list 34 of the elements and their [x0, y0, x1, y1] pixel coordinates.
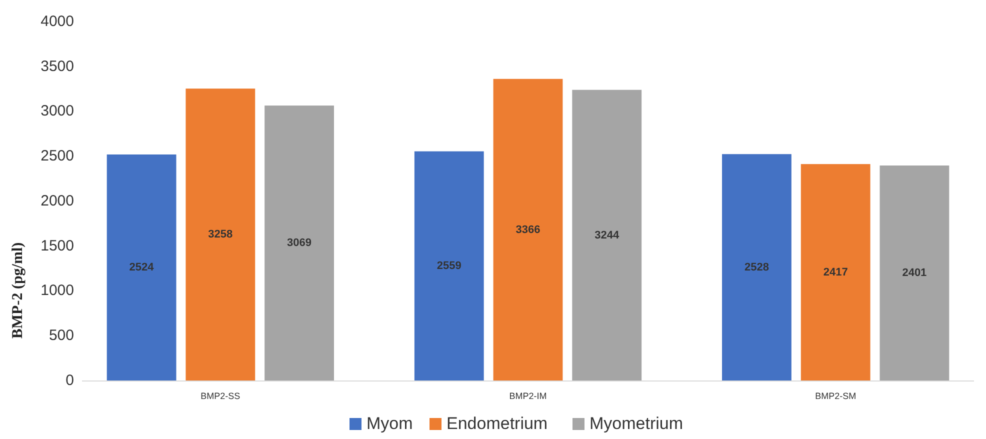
x-tick-label: BMP2-IM — [509, 391, 547, 401]
bar — [493, 78, 563, 381]
data-label: 2559 — [436, 260, 462, 272]
y-tick-label: 1000 — [40, 282, 74, 300]
y-tick-label: 3000 — [40, 102, 74, 120]
bar — [722, 154, 792, 381]
y-tick-label: 1500 — [40, 237, 74, 254]
data-label: 3244 — [594, 229, 620, 242]
x-tick-label: BMP2-SS — [200, 391, 240, 401]
data-label: 2417 — [823, 266, 848, 278]
data-label: 3069 — [287, 237, 312, 250]
legend-label: Endometrium — [446, 414, 548, 433]
y-tick-label: 0 — [66, 372, 74, 389]
y-tick-label: 3500 — [40, 58, 74, 75]
data-label: 3366 — [516, 224, 540, 236]
data-label: 2528 — [744, 261, 769, 274]
y-axis-title: BMP-2 (pg/ml) — [10, 242, 26, 339]
bar — [264, 106, 334, 381]
legend-label: Myometrium — [590, 414, 684, 433]
data-label: 2401 — [902, 267, 927, 280]
legend-label: Myom — [366, 414, 413, 433]
bar — [572, 90, 642, 381]
bar — [800, 164, 870, 381]
bar — [106, 154, 176, 381]
bar — [186, 88, 256, 381]
y-tick-label: 500 — [48, 327, 74, 344]
y-tick-label: 2500 — [40, 148, 74, 165]
y-tick-label: 4000 — [40, 12, 74, 30]
bar — [880, 166, 950, 381]
y-tick-label: 2000 — [40, 192, 74, 210]
x-tick-label: BMP2-SM — [815, 391, 856, 401]
data-label: 3258 — [208, 228, 233, 241]
data-label: 2524 — [129, 262, 155, 274]
bar — [414, 151, 484, 381]
